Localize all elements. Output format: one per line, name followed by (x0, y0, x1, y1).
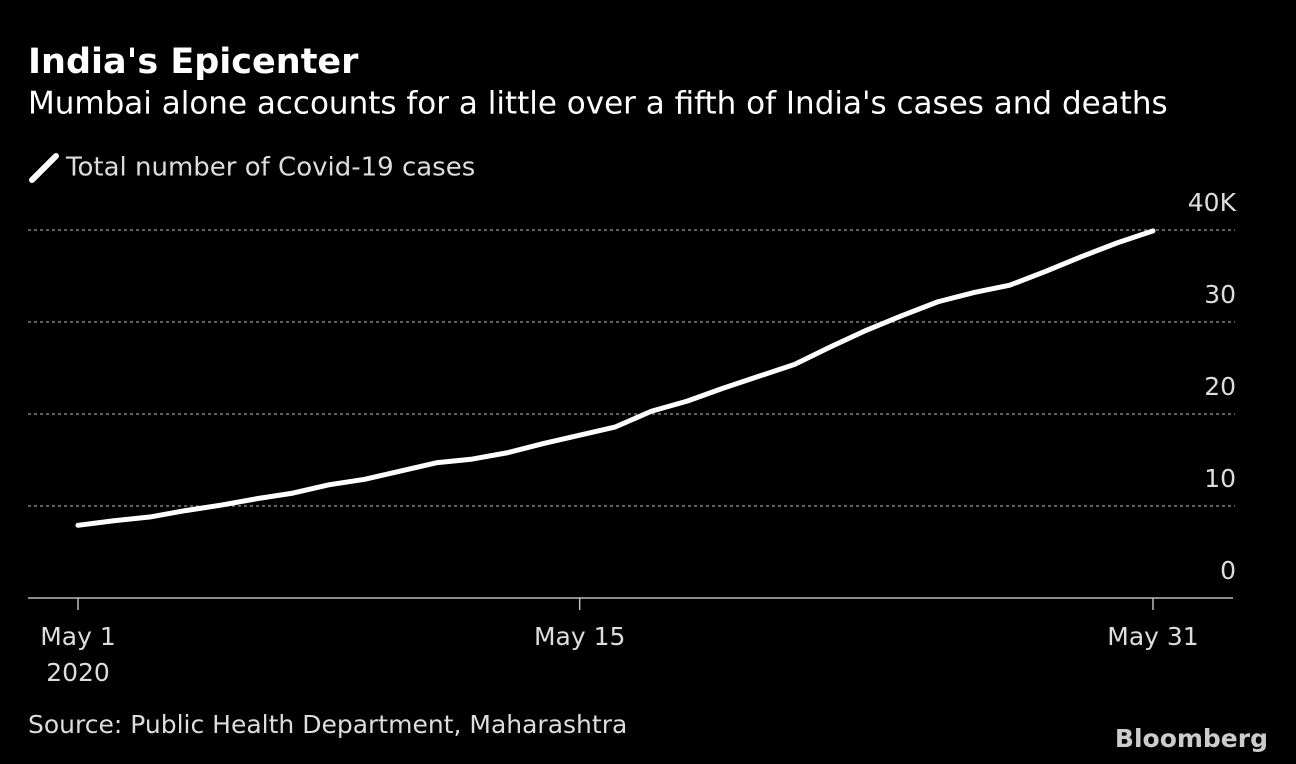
legend-icon (29, 153, 59, 183)
y-tick-label: 40K (1188, 188, 1237, 217)
x-year-label: 2020 (46, 658, 110, 687)
legend-label: Total number of Covid-19 cases (65, 153, 475, 183)
data-line (75, 228, 1156, 528)
x-tick-label: May 31 (1107, 622, 1198, 651)
y-tick-label: 0 (1220, 556, 1236, 585)
brand: Bloomberg (1115, 724, 1268, 753)
source: Source: Public Health Department, Mahara… (28, 710, 627, 739)
chart-subtitle: Mumbai alone accounts for a little over … (28, 86, 1168, 122)
x-tick-label: May 1 (40, 622, 116, 651)
y-tick-label: 20 (1204, 372, 1236, 401)
y-tick-label: 30 (1204, 280, 1236, 309)
chart-title: India's Epicenter (28, 42, 359, 82)
y-tick-label: 10 (1204, 464, 1236, 493)
x-tick-label: May 15 (534, 622, 625, 651)
